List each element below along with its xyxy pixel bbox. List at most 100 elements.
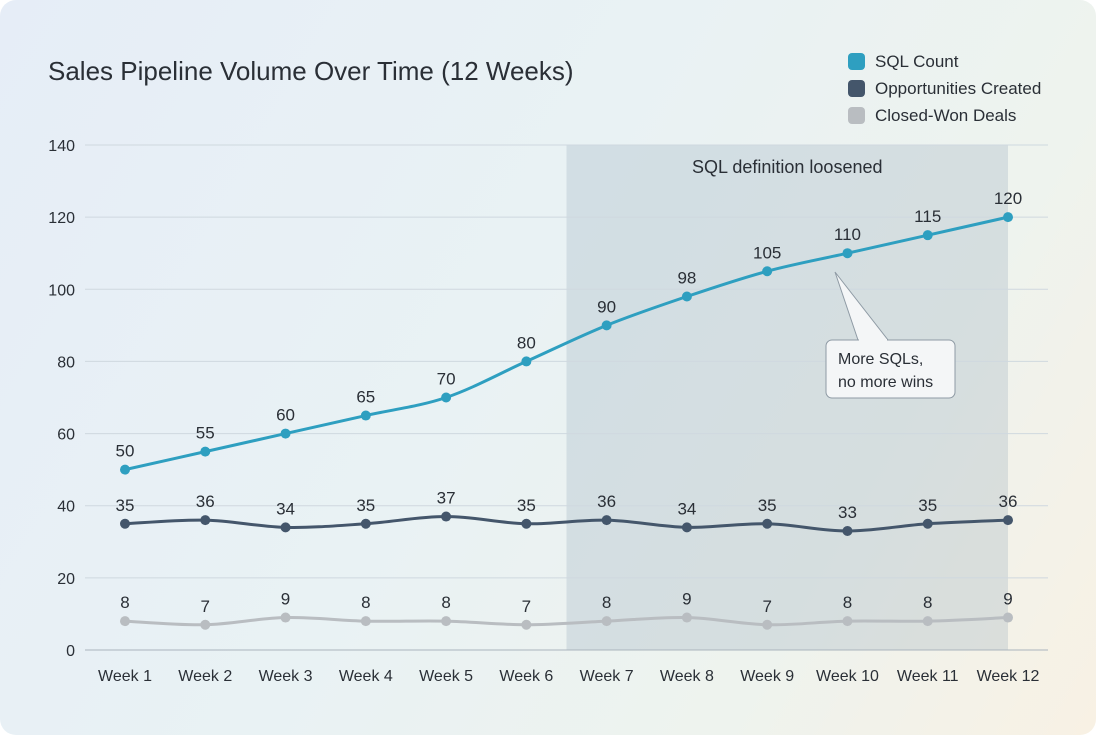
data-point (280, 428, 291, 439)
data-label: 33 (838, 503, 857, 522)
data-label: 105 (753, 243, 781, 262)
y-tick-label: 0 (66, 643, 75, 660)
data-point (521, 356, 532, 367)
data-point (360, 518, 371, 529)
data-point (681, 612, 692, 623)
legend-item-sql: SQL Count (848, 48, 1041, 75)
data-label: 35 (116, 496, 135, 515)
data-label: 8 (120, 593, 129, 612)
data-point (120, 616, 130, 627)
data-point (200, 619, 211, 630)
data-point (120, 518, 130, 529)
data-point (681, 291, 692, 302)
data-label: 7 (762, 597, 771, 616)
x-tick-label: Week 1 (98, 668, 152, 685)
data-point (200, 515, 211, 526)
y-tick-label: 140 (48, 138, 75, 155)
y-tick-label: 120 (48, 210, 75, 227)
data-label: 35 (918, 496, 937, 515)
data-point (762, 266, 773, 277)
data-point (280, 522, 291, 533)
data-label: 80 (517, 333, 536, 352)
y-tick-label: 60 (57, 427, 75, 444)
data-point (601, 515, 612, 526)
data-label: 8 (361, 593, 370, 612)
data-label: 8 (923, 593, 932, 612)
data-label: 8 (441, 593, 450, 612)
callout-box (825, 339, 956, 399)
data-label: 110 (834, 225, 861, 244)
data-label: 35 (758, 496, 777, 515)
x-tick-label: Week 8 (660, 668, 714, 685)
data-point (762, 619, 773, 630)
data-point (681, 522, 692, 533)
data-label: 7 (201, 597, 210, 616)
data-label: 55 (196, 424, 215, 443)
legend-swatch (848, 53, 865, 70)
legend-label: SQL Count (875, 51, 959, 71)
data-point (441, 511, 452, 522)
data-label: 36 (597, 492, 616, 511)
x-tick-label: Week 2 (178, 668, 232, 685)
legend-swatch (848, 80, 865, 97)
data-label: 115 (914, 207, 941, 226)
legend-item-opps: Opportunities Created (848, 75, 1041, 102)
x-tick-label: Week 7 (580, 668, 634, 685)
x-tick-label: Week 11 (897, 668, 959, 685)
data-point (1003, 515, 1013, 526)
series-line-0 (124, 215, 1009, 472)
data-point (441, 392, 452, 403)
x-tick-label: Week 6 (499, 668, 553, 685)
y-tick-label: 100 (48, 282, 75, 299)
data-label: 9 (281, 590, 290, 609)
x-tick-label: Week 4 (339, 668, 393, 685)
data-point (280, 612, 291, 623)
data-label: 50 (116, 442, 135, 461)
x-tick-label: Week 9 (740, 668, 794, 685)
data-label: 35 (517, 496, 536, 515)
data-label: 8 (843, 593, 852, 612)
data-point (360, 410, 371, 421)
data-point (922, 518, 933, 529)
data-point (842, 616, 853, 627)
data-label: 120 (994, 189, 1022, 208)
x-tick-label: Week 5 (419, 668, 473, 685)
data-point (762, 518, 773, 529)
data-label: 60 (276, 406, 295, 425)
data-point (842, 525, 853, 536)
data-label: 65 (356, 388, 375, 407)
data-label: 9 (1003, 590, 1012, 609)
data-point (922, 230, 933, 241)
data-label: 34 (276, 499, 295, 518)
data-point (1003, 612, 1013, 623)
data-label: 36 (999, 492, 1018, 511)
data-point (441, 616, 452, 627)
data-label: 34 (677, 499, 696, 518)
series-line-2 (124, 615, 1009, 627)
legend: SQL Count Opportunities Created Closed-W… (848, 48, 1041, 129)
legend-item-closed: Closed-Won Deals (848, 102, 1041, 129)
legend-label: Closed-Won Deals (875, 105, 1017, 125)
data-point (120, 464, 130, 475)
data-point (601, 616, 612, 627)
y-tick-label: 80 (57, 354, 75, 371)
data-label: 36 (196, 492, 215, 511)
x-tick-label: Week 3 (259, 668, 313, 685)
legend-swatch (848, 107, 865, 124)
data-point (922, 616, 933, 627)
data-label: 9 (682, 590, 691, 609)
x-tick-label: Week 12 (977, 668, 1040, 685)
y-tick-label: 20 (57, 571, 75, 588)
data-point (521, 619, 532, 630)
data-point (842, 248, 853, 259)
data-label: 8 (602, 593, 611, 612)
data-label: 98 (677, 269, 696, 288)
data-label: 37 (437, 489, 456, 508)
data-point (200, 446, 211, 457)
data-label: 90 (597, 297, 616, 316)
x-tick-label: Week 10 (816, 668, 879, 685)
callout-text-line2: no more wins (838, 374, 933, 391)
data-point (1003, 212, 1013, 223)
